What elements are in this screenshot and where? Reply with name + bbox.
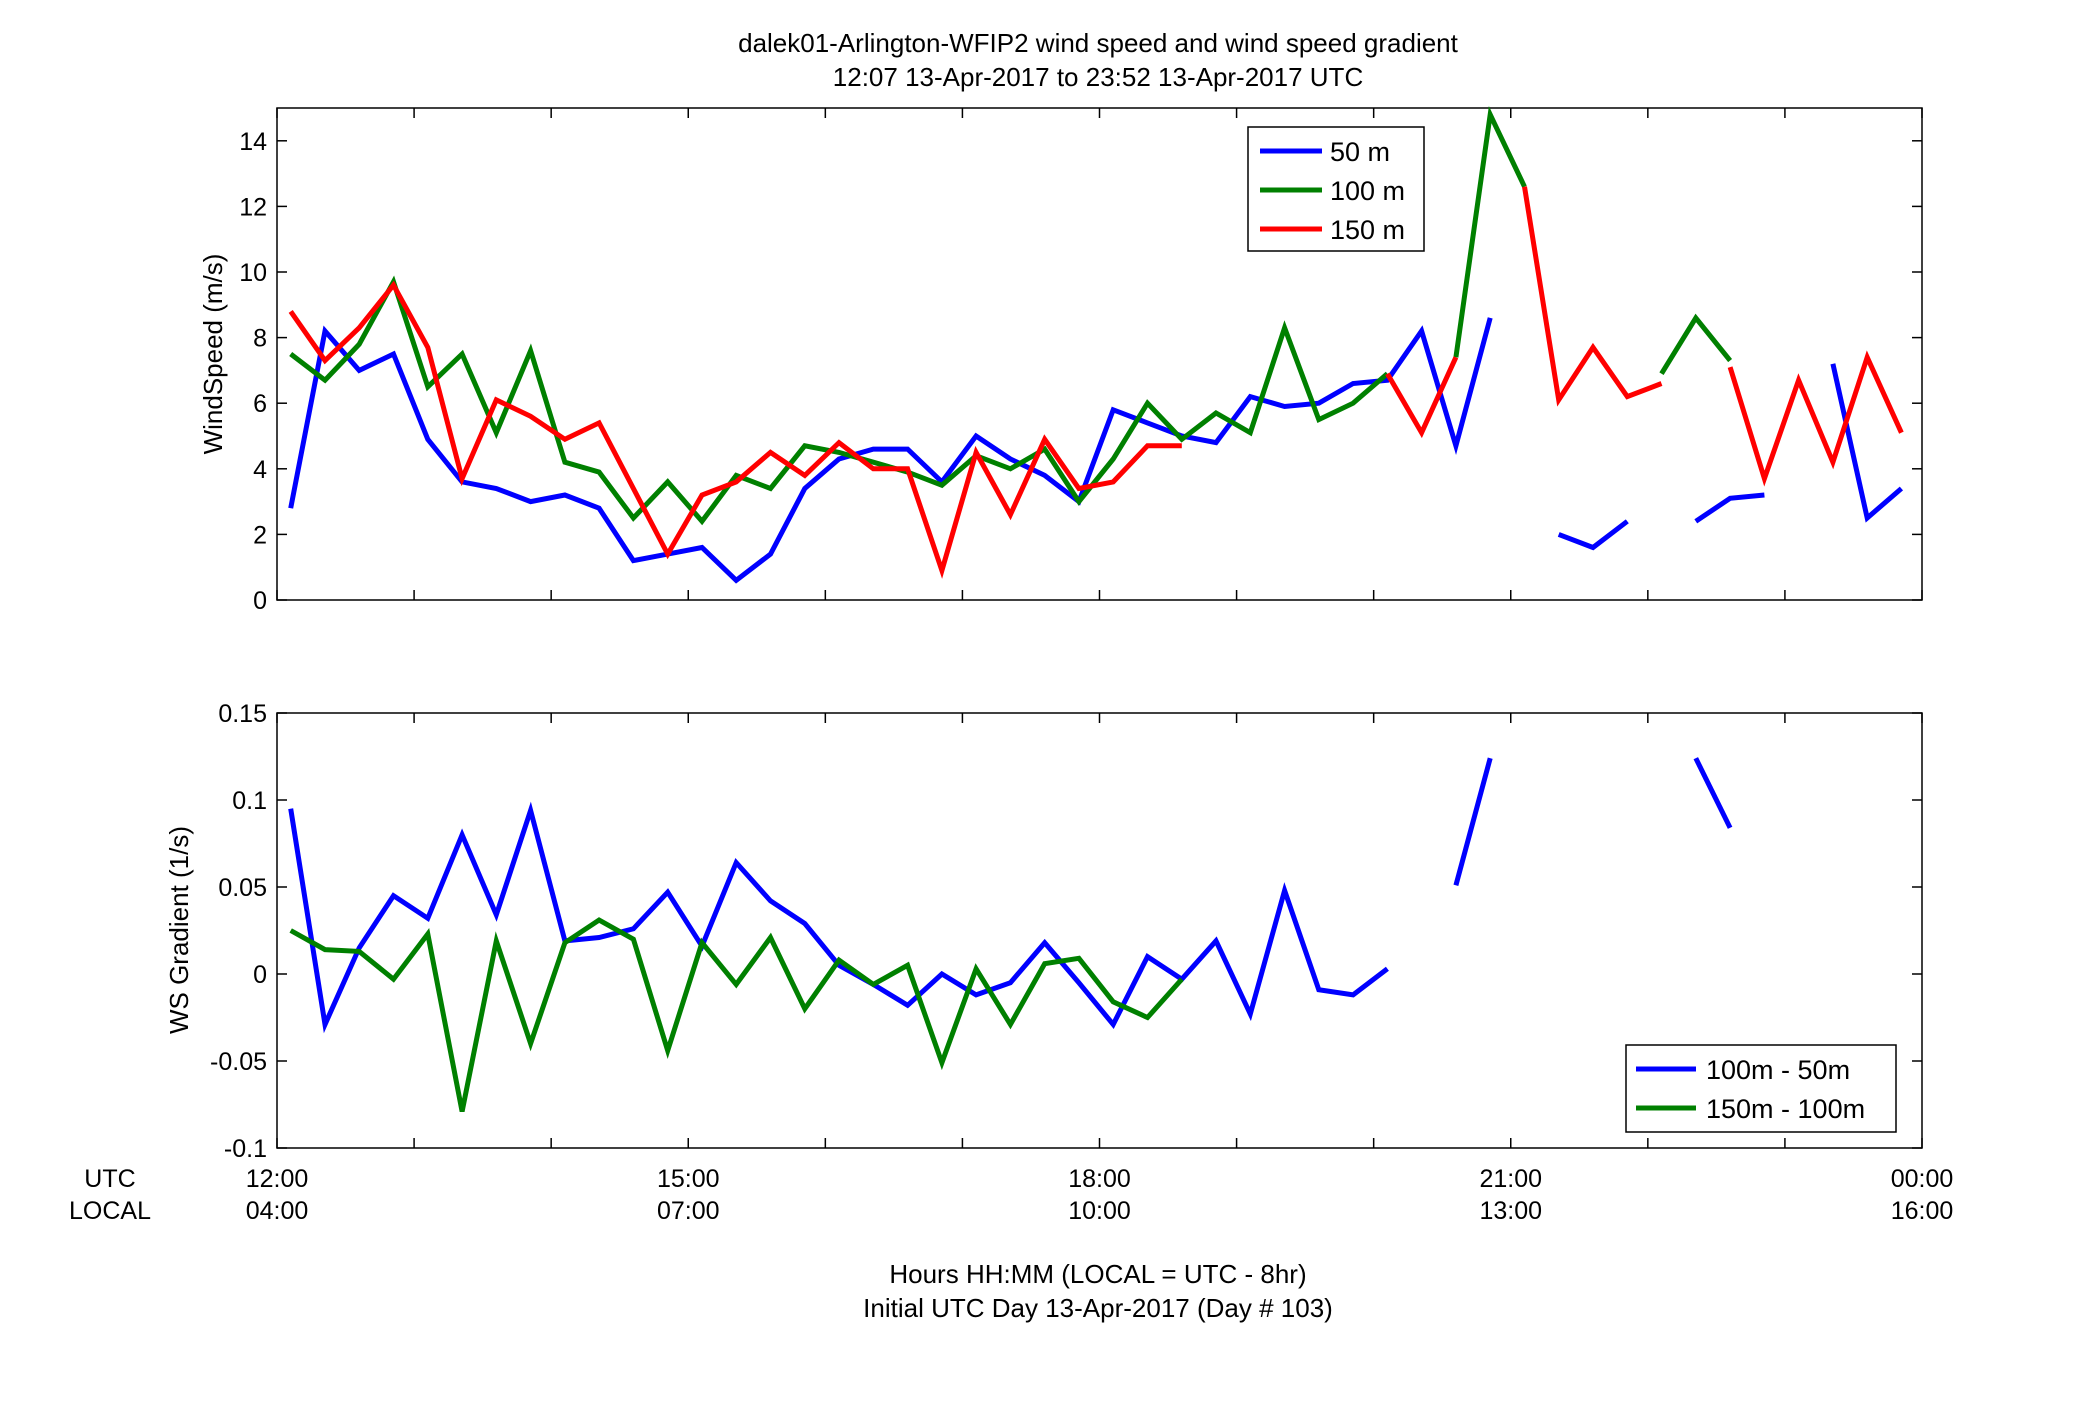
windspeed-series-line-100-m xyxy=(289,275,1390,526)
windspeed-ytick-label: 0 xyxy=(253,587,267,615)
x-tick-label-utc: 12:00 xyxy=(246,1165,309,1193)
windspeed-axis-ticks: 0 2 4 6 8 10 12 14 xyxy=(239,108,1923,615)
chart-title-line1: dalek01-Arlington-WFIP2 wind speed and w… xyxy=(738,28,1459,58)
gradient-y-axis-title: WS Gradient (1/s) xyxy=(164,826,194,1034)
x-row-label-local: LOCAL xyxy=(69,1197,151,1225)
x-tick-label-local: 04:00 xyxy=(246,1197,309,1225)
windspeed-ytick-label: 12 xyxy=(239,193,267,221)
gradient-ytick-label: 0.15 xyxy=(218,700,267,728)
windspeed-ytick-label: 6 xyxy=(253,390,267,418)
gradient-series-line-100m-50m xyxy=(1693,757,1733,829)
windspeed-legend: 50 m 100 m 150 m xyxy=(1247,126,1425,252)
gradient-series-line-150m-100m xyxy=(289,917,1184,1112)
x-tick-label-utc: 21:00 xyxy=(1479,1165,1542,1193)
x-axis-tick-labels: 12:00 04:00 15:00 07:00 18:00 10:00 21:00 13:00… xyxy=(246,1165,1954,1225)
x-tick-label-local: 07:00 xyxy=(657,1197,720,1225)
x-tick-label-local: 16:00 xyxy=(1891,1197,1954,1225)
gradient-ytick-label: 0 xyxy=(253,961,267,989)
windspeed-series-line-100-m xyxy=(1659,313,1733,376)
windspeed-series xyxy=(288,106,1904,584)
x-axis-title-line1: Hours HH:MM (LOCAL = UTC - 8hr) xyxy=(889,1259,1306,1289)
windspeed-ytick-label: 10 xyxy=(239,259,267,287)
windspeed-series-line-50-m xyxy=(1830,363,1904,523)
gradient-legend: 100m - 50m 150m - 100m xyxy=(1625,1044,1897,1133)
x-tick-label-local: 13:00 xyxy=(1479,1197,1542,1225)
legend-label-150m: 150 m xyxy=(1330,215,1405,245)
windspeed-series-line-50-m xyxy=(1694,492,1765,524)
windspeed-series-line-50-m xyxy=(288,317,1493,584)
windspeed-ytick-label: 4 xyxy=(253,456,267,484)
windspeed-series-line-150-m xyxy=(1522,186,1663,407)
windspeed-ytick-label: 2 xyxy=(253,521,267,549)
x-tick-label-utc: 18:00 xyxy=(1068,1165,1131,1193)
windspeed-series-line-150-m xyxy=(1385,356,1459,439)
windspeed-y-axis-title: WindSpeed (m/s) xyxy=(198,254,228,455)
legend-label-150m-100m: 150m - 100m xyxy=(1706,1094,1865,1124)
gradient-axis-ticks: -0.1 -0.05 0 0.05 0.1 0.15 xyxy=(210,700,1923,1163)
gradient-series-line-100m-50m xyxy=(288,801,1389,1034)
x-tick-label-utc: 00:00 xyxy=(1891,1165,1954,1193)
x-tick-label-utc: 15:00 xyxy=(657,1165,720,1193)
chart-title-line2: 12:07 13-Apr-2017 to 23:52 13-Apr-2017 U… xyxy=(833,62,1363,92)
gradient-series-line-100m-50m xyxy=(1453,757,1493,886)
legend-label-100m: 100 m xyxy=(1330,176,1405,206)
legend-label-50m: 50 m xyxy=(1330,137,1390,167)
gradient-ytick-label: 0.1 xyxy=(232,787,267,815)
windspeed-series-line-50-m xyxy=(1557,519,1629,551)
gradient-legend-box xyxy=(1625,1044,1897,1133)
x-row-label-utc: UTC xyxy=(84,1165,135,1193)
windspeed-series-line-150-m xyxy=(288,280,1182,579)
gradient-ytick-label: 0.05 xyxy=(218,874,267,902)
gradient-series xyxy=(288,757,1733,1112)
legend-label-100m-50m: 100m - 50m xyxy=(1706,1055,1850,1085)
x-tick-label-local: 10:00 xyxy=(1068,1197,1131,1225)
x-axis-title-line2: Initial UTC Day 13-Apr-2017 (Day # 103) xyxy=(863,1293,1333,1323)
windspeed-series-line-100-m xyxy=(1453,106,1527,358)
windspeed-ytick-label: 8 xyxy=(253,325,267,353)
windspeed-panel: 0 2 4 6 8 10 12 14 WindSpeed (m/s) 50 m 100 m 1… xyxy=(198,106,1923,615)
windspeed-series-line-150-m xyxy=(1727,350,1904,487)
gradient-ytick-label: -0.05 xyxy=(210,1048,267,1076)
windspeed-ytick-label: 14 xyxy=(239,128,267,156)
gradient-ytick-label: -0.1 xyxy=(224,1135,267,1163)
